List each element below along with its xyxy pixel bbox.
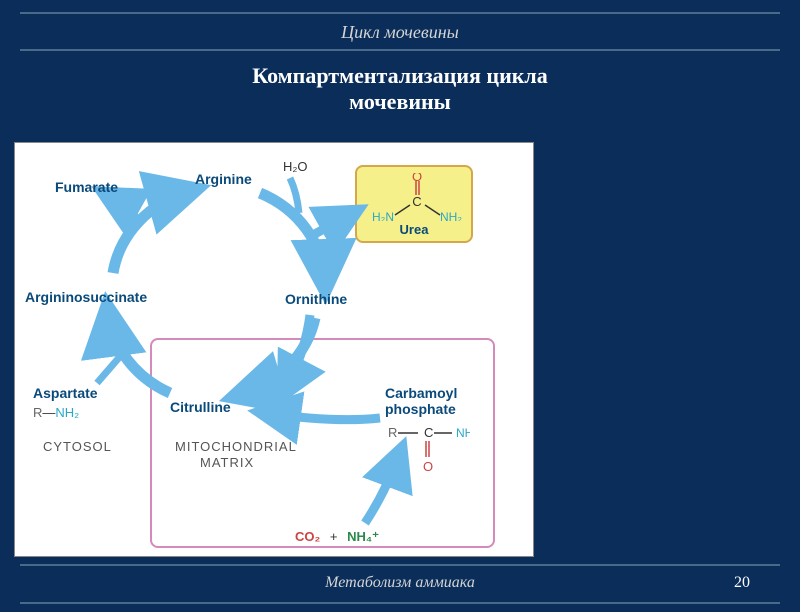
phosphate-label: phosphate xyxy=(385,401,456,417)
ornithine-label: Ornithine xyxy=(285,291,347,307)
svg-text:R: R xyxy=(388,425,397,440)
urea-cycle-diagram: O C H₂N NH₂ Urea xyxy=(14,142,534,557)
argininosuccinate-label: Argininosuccinate xyxy=(25,289,147,305)
slide-footer: Метаболизм аммиака 20 xyxy=(0,564,800,612)
slide-subtitle: Компартментализация цикла мочевины xyxy=(0,51,800,120)
carbamoyl-structure: R C NH₂ O xyxy=(380,423,480,481)
mito-label-2: MATRIX xyxy=(200,455,254,470)
citrulline-label: Citrulline xyxy=(170,399,231,415)
subtitle-line2: мочевины xyxy=(349,89,451,114)
fumarate-label: Fumarate xyxy=(55,179,118,195)
h2o-label: H₂O xyxy=(283,159,308,174)
svg-text:NH₂: NH₂ xyxy=(456,426,470,440)
svg-text:O: O xyxy=(423,459,433,474)
subtitle-line1: Компартментализация цикла xyxy=(252,63,548,88)
footer-rule-2 xyxy=(20,602,780,604)
svg-text:C: C xyxy=(424,425,433,440)
footer-text: Метаболизм аммиака xyxy=(50,574,750,592)
mito-label-1: MITOCHONDRIAL xyxy=(175,439,297,454)
aspartate-r-nh2: R—NH₂ xyxy=(33,405,79,420)
cytosol-label: CYTOSOL xyxy=(43,439,112,454)
carbamoyl-label: Carbamoyl xyxy=(385,385,457,401)
co2-nh4-source: CO₂ + NH₄⁺ xyxy=(295,529,379,545)
cycle-arrows xyxy=(15,143,535,558)
page-number: 20 xyxy=(734,574,750,592)
slide-title: Цикл мочевины xyxy=(0,14,800,49)
aspartate-label: Aspartate xyxy=(33,385,98,401)
arginine-label: Arginine xyxy=(195,171,252,187)
footer-rule-1 xyxy=(20,564,780,566)
